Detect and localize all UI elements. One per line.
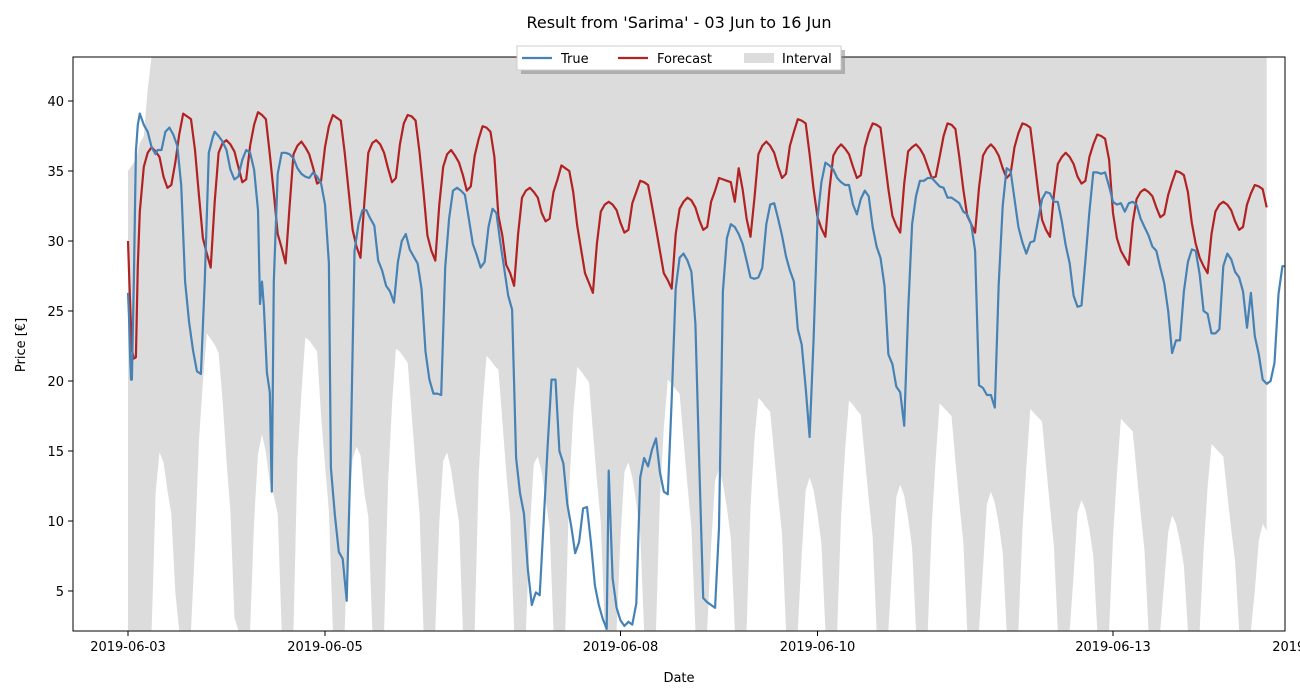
x-tick-label: 2019-06-08 bbox=[583, 640, 659, 655]
x-tick-label: 2019-06-03 bbox=[90, 640, 166, 655]
y-tick-label: 40 bbox=[47, 95, 64, 110]
x-tick-label: 2019-06-05 bbox=[287, 640, 363, 655]
interval-band bbox=[128, 57, 1267, 631]
legend-interval-label: Interval bbox=[782, 52, 832, 67]
x-tick-label: 2019-06-15 bbox=[1272, 640, 1300, 655]
x-tick-label: 2019-06-13 bbox=[1075, 640, 1151, 655]
series-true-line bbox=[126, 112, 1285, 630]
y-tick-label: 35 bbox=[47, 165, 64, 180]
y-axis-label: Price [€] bbox=[14, 318, 29, 372]
legend-true-label: True bbox=[560, 52, 589, 67]
legend-forecast-label: Forecast bbox=[657, 52, 712, 67]
plot-area: 2019-06-03 2019-06-05 2019-06-08 2019-06-10… bbox=[47, 56, 1300, 655]
y-tick-label: 25 bbox=[47, 305, 64, 320]
chart-title: Result from 'Sarima' - 03 Jun to 16 Jun bbox=[526, 13, 831, 32]
y-tick-label: 20 bbox=[47, 375, 64, 390]
legend-interval-swatch bbox=[744, 53, 774, 63]
y-tick-label: 30 bbox=[47, 235, 64, 250]
x-axis-label: Date bbox=[663, 671, 694, 686]
x-tick-label: 2019-06-10 bbox=[780, 640, 856, 655]
y-tick-label: 15 bbox=[47, 445, 64, 460]
plot-content bbox=[126, 57, 1285, 631]
legend: True Forecast Interval bbox=[516, 45, 845, 74]
legend-box bbox=[516, 45, 842, 71]
series-forecast-line bbox=[126, 111, 1268, 360]
y-tick-label: 5 bbox=[56, 585, 64, 600]
y-tick-label: 10 bbox=[47, 515, 64, 530]
